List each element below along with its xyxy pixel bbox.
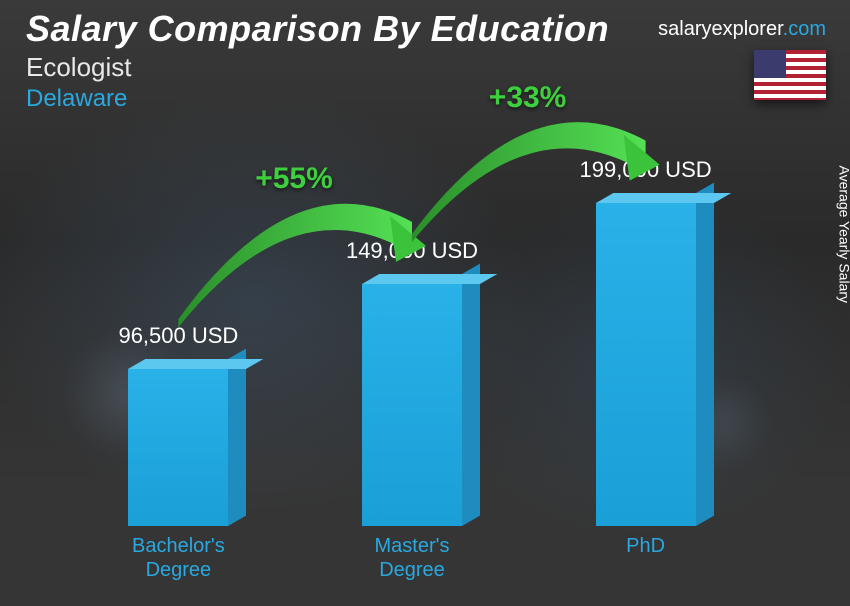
y-axis-label: Average Yearly Salary <box>836 166 850 304</box>
bar-category-label: Bachelor'sDegree <box>88 534 268 582</box>
bar-category-label: PhD <box>556 534 736 558</box>
increase-arc: +33% <box>50 150 780 526</box>
increase-label: +33% <box>489 81 567 115</box>
chart-canvas: Salary Comparison By Education Ecologist… <box>0 0 850 606</box>
brand-label: salaryexplorer.com <box>658 18 826 41</box>
brand-tld: .com <box>783 18 826 40</box>
brand-name: salaryexplorer <box>658 18 783 40</box>
chart-plot-area: 96,500 USDBachelor'sDegree149,000 USDMas… <box>50 150 780 526</box>
bar-category-label: Master'sDegree <box>322 534 502 582</box>
chart-subtitle: Ecologist <box>26 52 609 83</box>
flag-icon <box>754 50 826 100</box>
chart-title: Salary Comparison By Education <box>26 8 609 50</box>
